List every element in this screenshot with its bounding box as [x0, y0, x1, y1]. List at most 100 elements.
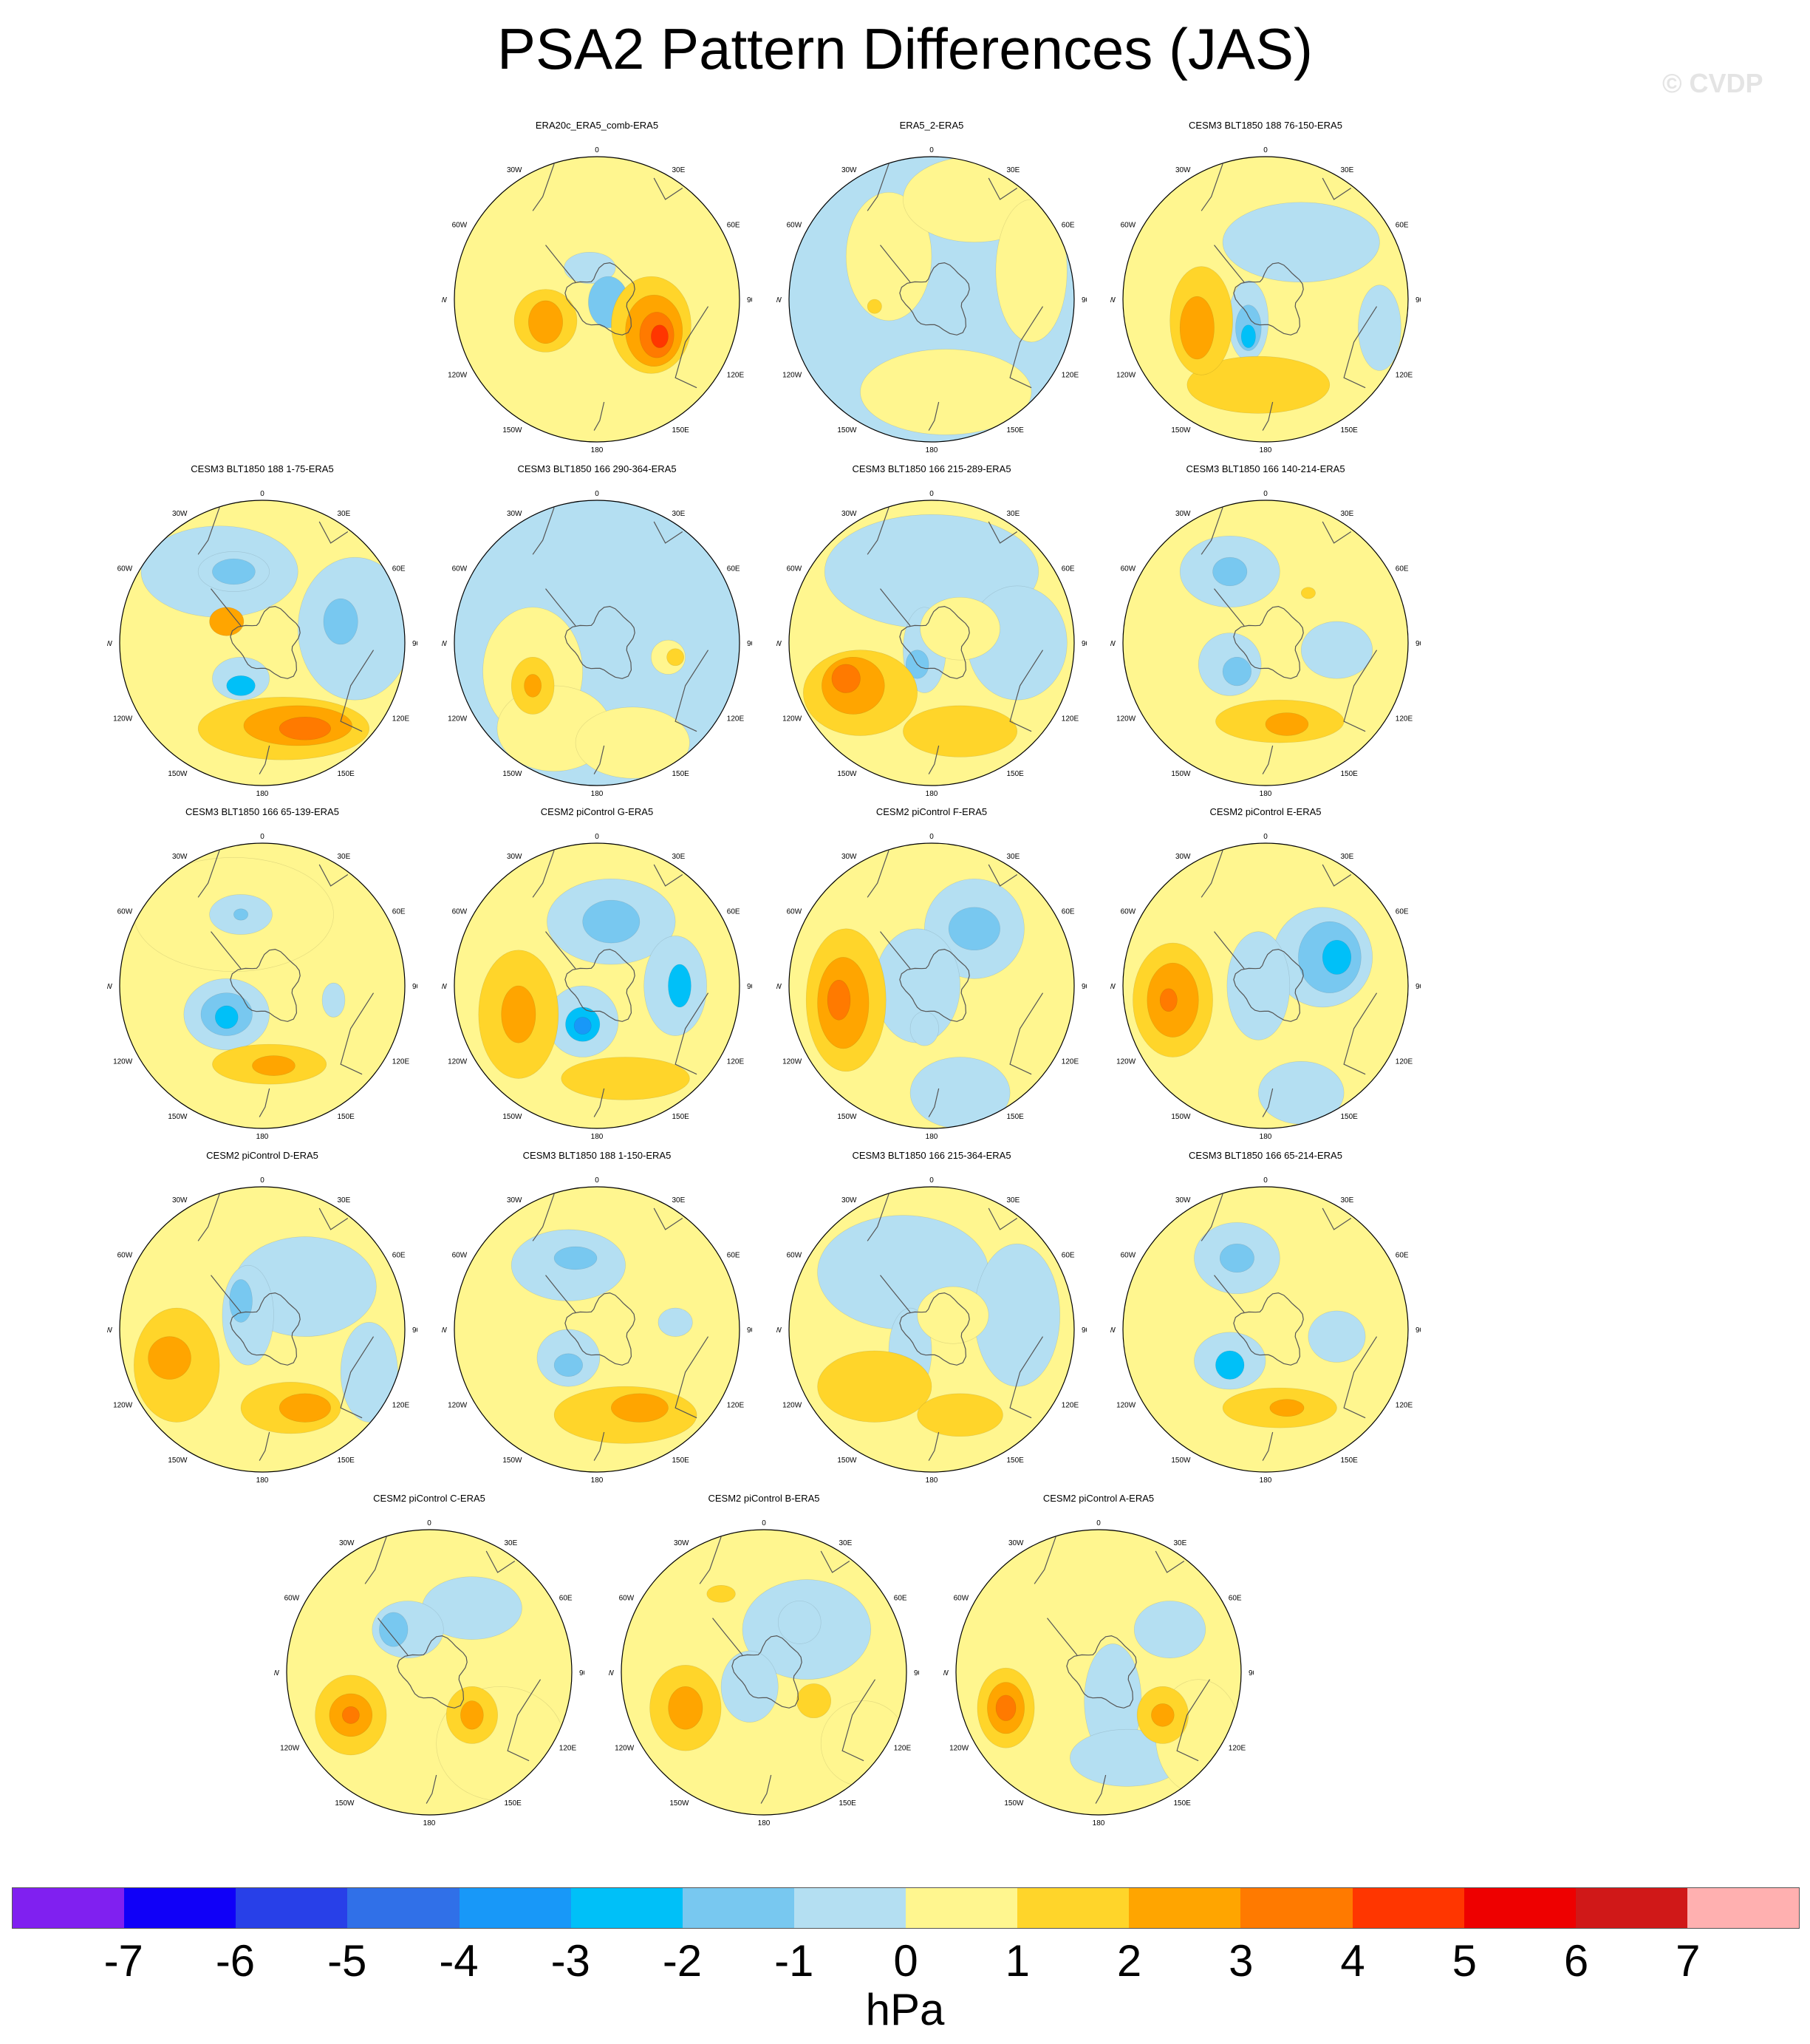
longitude-label: 150E [1007, 426, 1025, 435]
pressure-anomaly-contour [1308, 1310, 1366, 1363]
colorbar-swatch [347, 1888, 460, 1928]
longitude-label: 30W [1008, 1539, 1024, 1547]
colorbar-swatch [906, 1888, 1018, 1928]
longitude-label: 30W [841, 1196, 857, 1205]
panel-title: CESM3 BLT1850 188 1-75-ERA5 [191, 463, 334, 474]
coastline [593, 1088, 605, 1117]
coastline [532, 850, 555, 898]
longitude-label: 120E [727, 372, 745, 380]
coastline [211, 1275, 242, 1313]
longitude-label: 150W [837, 1113, 857, 1121]
pressure-anomaly-contour [528, 300, 563, 344]
longitude-label: 90W [442, 983, 448, 991]
longitude-label: 180 [591, 1476, 604, 1485]
pressure-anomaly-contour [215, 1005, 239, 1029]
longitude-label: 60W [1121, 565, 1136, 573]
coastline [564, 948, 635, 1022]
pressure-anomaly-contour [1322, 939, 1352, 975]
longitude-label: 30W [172, 1196, 188, 1205]
longitude-label: 120E [1062, 1058, 1079, 1066]
longitude-label: 180 [591, 446, 604, 454]
coastline [1343, 992, 1378, 1075]
longitude-label: 180 [926, 446, 938, 454]
longitude-label: 90E [412, 1326, 417, 1335]
polar-stereographic-map: 0 30E 60E 90E 120E 150E 180 150W 120W 90W 60W 30W [442, 833, 752, 1141]
longitude-label: 0 [595, 490, 599, 498]
longitude-label: 180 [1260, 790, 1272, 798]
pressure-anomaly-contour [553, 1353, 583, 1377]
longitude-label: 30W [172, 853, 188, 861]
coastline [1322, 177, 1352, 200]
longitude-label: 120E [1396, 372, 1413, 380]
longitude-label: 60E [1062, 222, 1075, 230]
coastline [928, 1088, 940, 1117]
longitude-label: 90W [1110, 1326, 1116, 1335]
coastline [593, 1431, 605, 1461]
longitude-label: 60E [1396, 565, 1409, 573]
pressure-anomaly-contour [460, 1700, 484, 1730]
longitude-label: 60E [727, 565, 740, 573]
longitude-label: 90W [1110, 296, 1116, 304]
map-border [454, 156, 740, 443]
longitude-label: 30E [672, 853, 686, 861]
pressure-anomaly-contour [995, 199, 1068, 343]
longitude-label: 120E [1062, 715, 1079, 723]
longitude-label: 0 [595, 146, 599, 154]
longitude-label: 180 [591, 1133, 604, 1141]
map-border [286, 1529, 573, 1816]
pressure-anomaly-contour [948, 907, 1000, 951]
longitude-label: 30W [1175, 510, 1191, 518]
coastline [988, 521, 1018, 544]
longitude-label: 0 [595, 833, 599, 841]
map-border [454, 842, 740, 1129]
polar-stereographic-map: 0 30E 60E 90E 120E 150E 180 150W 120W 90W 60W 30W [442, 146, 752, 454]
longitude-label: 90W [442, 296, 448, 304]
map-panel: CESM2 piControl C-ERA5 0 30E 60E 90E 120E 150E… [274, 1493, 584, 1840]
longitude-label: 90W [776, 1326, 782, 1335]
map-border [119, 842, 406, 1129]
coastline [564, 1292, 635, 1366]
coastline [1262, 1431, 1274, 1461]
coastline [1214, 588, 1245, 627]
pressure-anomaly-contour [668, 964, 691, 1008]
longitude-label: 150W [1171, 426, 1191, 435]
coastline [1343, 650, 1378, 732]
pressure-anomaly-contour [229, 1279, 253, 1323]
map-border [454, 1186, 740, 1473]
longitude-label: 90W [107, 983, 113, 991]
map-panel: ERA20c_ERA5_comb-ERA5 0 30E 60E 90E 120E 150E 1… [442, 120, 752, 467]
longitude-label: 30E [505, 1539, 518, 1547]
pressure-anomaly-contour [1240, 324, 1256, 348]
longitude-label: 0 [427, 1519, 431, 1527]
coastline [545, 588, 576, 627]
coastline [397, 1635, 468, 1709]
longitude-label: 30W [1175, 1196, 1191, 1205]
longitude-label: 30W [507, 166, 522, 174]
longitude-label: 60E [1396, 1252, 1409, 1260]
coastline [699, 1536, 722, 1584]
pressure-anomaly-contour [148, 1336, 191, 1380]
pressure-anomaly-contour [831, 664, 861, 693]
map-panel: CESM3 BLT1850 188 1-150-ERA5 0 30E 60E 90E 12… [442, 1150, 752, 1497]
colorbar-tick-label: -6 [215, 1936, 256, 1986]
longitude-label: 0 [1263, 146, 1268, 154]
coastline [318, 864, 349, 887]
longitude-label: 0 [1263, 1176, 1268, 1185]
colorbar-swatch [1017, 1888, 1130, 1928]
polar-stereographic-map: 0 30E 60E 90E 120E 150E 180 150W 120W 90W 60W 30W [442, 490, 752, 798]
colorbar-swatch [1240, 1888, 1353, 1928]
panel-title: CESM3 BLT1850 166 290-364-ERA5 [517, 463, 677, 474]
longitude-label: 60E [727, 222, 740, 230]
longitude-label: 150W [837, 770, 857, 778]
longitude-label: 120W [1116, 372, 1136, 380]
coastline [1047, 1618, 1078, 1656]
polar-stereographic-map: 0 30E 60E 90E 120E 150E 180 150W 120W 90W 60W 30W [274, 1519, 584, 1827]
longitude-label: 150W [1004, 1799, 1024, 1808]
map-border [1122, 842, 1409, 1129]
pressure-anomaly-contour [553, 1246, 598, 1270]
longitude-label: 90E [747, 640, 752, 648]
coastline [1201, 850, 1223, 898]
longitude-label: 150W [837, 1457, 857, 1465]
map-panel: CESM3 BLT1850 166 215-289-ERA5 0 30E 60E 90E… [776, 463, 1087, 811]
coastline [545, 1275, 576, 1313]
